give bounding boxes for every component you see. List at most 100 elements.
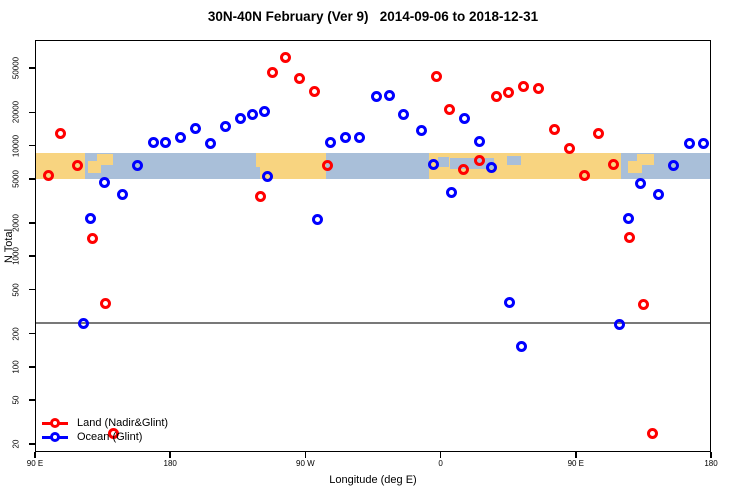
data-point-ocean [634, 178, 646, 190]
data-point-ocean [613, 319, 625, 331]
data-point-land [532, 83, 544, 95]
y-tick-mark [29, 366, 35, 368]
data-point-ocean [504, 296, 516, 308]
x-tick-label: 90 E [567, 459, 585, 468]
legend-marker-ocean-icon [50, 432, 60, 442]
y-tick-label: 50 [11, 395, 21, 405]
data-point-ocean [85, 212, 97, 224]
data-point-land [474, 154, 486, 166]
data-point-ocean [311, 213, 323, 225]
data-point-ocean [684, 138, 696, 150]
x-tick-mark [34, 452, 36, 458]
data-point-land [579, 169, 591, 181]
data-point-ocean [116, 189, 128, 201]
data-point-ocean [353, 132, 365, 144]
data-point-land [322, 160, 334, 172]
x-tick-mark [439, 452, 442, 458]
data-point-ocean [205, 137, 217, 149]
data-point-land [564, 143, 576, 155]
x-tick-mark [304, 452, 307, 458]
legend-label-land: Land (Nadir&Glint) [77, 417, 169, 429]
y-tick-mark [29, 443, 35, 445]
y-tick-mark [29, 255, 35, 257]
y-tick-label: 10000 [11, 134, 21, 157]
data-point-land [637, 299, 649, 311]
ocean-patch [438, 157, 449, 168]
x-tick-label: 90 W [296, 459, 315, 468]
data-point-land [100, 298, 112, 310]
data-point-land [549, 123, 561, 135]
data-point-land [55, 128, 67, 140]
data-point-land [280, 52, 292, 64]
data-point-ocean [148, 137, 160, 149]
ocean-patch [507, 155, 521, 165]
land-segment [96, 153, 114, 165]
data-point-ocean [622, 212, 634, 224]
data-point-land [254, 190, 266, 202]
y-tick-mark [29, 67, 35, 69]
data-point-land [266, 66, 278, 78]
land-segment [628, 161, 642, 173]
data-point-land [430, 71, 442, 83]
y-tick-label: 50000 [11, 57, 21, 80]
data-point-ocean [667, 160, 679, 172]
data-point-ocean [259, 106, 271, 118]
data-point-land [502, 87, 514, 99]
y-tick-label: 200 [11, 326, 21, 341]
data-point-land [308, 86, 320, 98]
land-segment [637, 153, 654, 165]
data-point-land [592, 128, 604, 140]
data-point-ocean [77, 318, 89, 330]
x-axis-label: Longitude (deg E) [329, 474, 417, 486]
data-point-land [457, 163, 469, 175]
x-tick-mark [169, 452, 171, 458]
ocean-patch [450, 158, 494, 169]
ocean-patch [363, 172, 373, 179]
y-tick-mark [29, 288, 35, 291]
data-point-land [646, 427, 658, 439]
y-tick-label: 5000 [11, 169, 21, 188]
data-point-land [517, 81, 529, 93]
data-point-ocean [516, 340, 528, 352]
data-point-ocean [262, 170, 274, 182]
y-tick-mark [29, 178, 35, 180]
data-point-land [624, 231, 636, 243]
y-axis-label: N Total [3, 228, 15, 264]
data-point-ocean [325, 137, 337, 149]
data-point-ocean [190, 123, 202, 135]
data-point-ocean [474, 135, 486, 147]
data-point-ocean [486, 161, 498, 173]
legend-marker-land-icon [50, 418, 60, 428]
data-point-land [293, 73, 305, 85]
data-point-ocean [459, 113, 471, 125]
x-tick-label: 180 [163, 459, 177, 468]
data-point-ocean [384, 90, 396, 102]
plot-area: Land (Nadir&Glint) Ocean (Glint) [35, 40, 711, 452]
y-tick-mark [29, 222, 35, 224]
data-point-ocean [427, 158, 439, 170]
y-tick-label: 20 [11, 439, 21, 449]
x-tick-label: 90 E [26, 459, 44, 468]
chart-title: 30N-40N February (Ver 9) 2014-09-06 to 2… [207, 9, 539, 24]
data-point-ocean [697, 137, 709, 149]
data-point-land [71, 160, 83, 172]
data-point-ocean [235, 113, 247, 125]
data-point-ocean [131, 160, 143, 172]
data-point-ocean [247, 109, 259, 121]
data-point-ocean [370, 90, 382, 102]
x-tick-label: 0 [438, 459, 443, 468]
data-point-land [43, 169, 55, 181]
y-tick-mark [29, 111, 35, 114]
data-point-ocean [415, 125, 427, 137]
y-tick-mark [29, 144, 35, 147]
data-point-land [444, 104, 456, 116]
data-point-land [607, 158, 619, 170]
land-segment [87, 161, 102, 173]
data-point-land [107, 427, 119, 439]
data-point-ocean [220, 120, 232, 132]
data-point-ocean [445, 186, 457, 198]
data-point-ocean [340, 132, 352, 144]
data-point-ocean [160, 137, 172, 149]
legend-label-ocean: Ocean (Glint) [77, 431, 143, 443]
y-tick-label: 20000 [11, 101, 21, 124]
